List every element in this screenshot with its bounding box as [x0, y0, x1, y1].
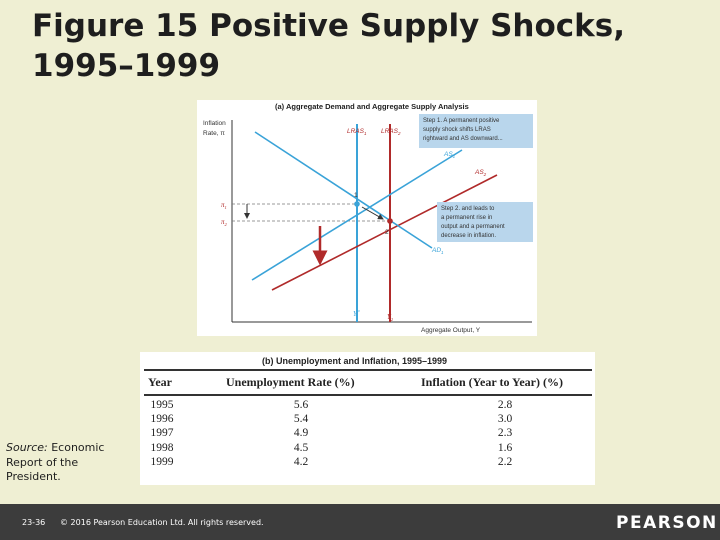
table-cell-inflation: 2.8	[497, 399, 513, 411]
col-header-inflation: Inflation (Year to Year) (%)	[421, 375, 563, 389]
footer-bar: 23-36 © 2016 Pearson Education Ltd. All …	[0, 504, 720, 540]
table-cell-unemployment: 4.9	[293, 427, 309, 440]
source-label: Source:	[6, 441, 48, 454]
col-header-unemployment: Unemployment Rate (%)	[226, 375, 355, 389]
table-cell-year: 1996	[150, 413, 174, 426]
slide-number: 23-36	[22, 518, 46, 527]
table-cell-year: 1997	[150, 427, 174, 440]
step2-callout-text: Step 2. and leads to a permanent rise in…	[441, 206, 506, 239]
table-cell-unemployment: 4.5	[293, 441, 309, 454]
table-cell-inflation: 1.6	[497, 441, 513, 454]
as2-label: AS2	[474, 169, 487, 177]
source-text: Economic Report of the President.	[6, 441, 105, 483]
step2-callout	[437, 202, 533, 242]
as1-curve	[251, 149, 463, 281]
ad1-curve	[254, 131, 433, 249]
x-axis-label: Aggregate Output, Y	[421, 327, 481, 334]
ad-as-diagram-panel: (a) Aggregate Demand and Aggregate Suppl…	[197, 100, 537, 336]
y2-tick-label: Y2	[387, 313, 394, 322]
pearson-logo: PEARSON	[616, 513, 718, 533]
col-header-year: Year	[148, 375, 172, 389]
table-cell-inflation: 2.2	[497, 455, 513, 468]
unemployment-inflation-table-panel: (b) Unemployment and Inflation, 1995–199…	[140, 352, 595, 485]
equilibrium-move-arrow	[361, 206, 384, 220]
y-axis-label-line2: Rate, π	[203, 130, 225, 137]
as2-curve	[271, 174, 498, 291]
table-cell-unemployment: 5.6	[293, 399, 309, 411]
lras2-label: LRAS2	[381, 128, 401, 136]
table-cell-unemployment: 4.2	[293, 455, 309, 468]
table-cell-unemployment: 5.4	[293, 413, 309, 426]
source-note: Source: Economic Report of the President…	[6, 441, 106, 485]
table-header-rule	[144, 394, 592, 396]
pi2-tick-label: π2	[221, 218, 228, 227]
table-cell-year: 1995	[150, 399, 174, 411]
panel-b-title: (b) Unemployment and Inflation, 1995–199…	[262, 356, 448, 366]
panel-a-title: (a) Aggregate Demand and Aggregate Suppl…	[275, 102, 469, 111]
slide-title: Figure 15 Positive Supply Shocks, 1995–1…	[32, 8, 625, 84]
table-cell-year: 1999	[150, 455, 174, 468]
y1-tick-label: YP	[353, 309, 360, 318]
table-cell-inflation: 3.0	[497, 413, 513, 426]
pi1-tick-label: π1	[221, 201, 227, 210]
step1-callout-text: Step 1. A permanent positive supply shoc…	[423, 118, 503, 142]
y-axis-label-line1: Inflation	[203, 120, 226, 127]
equilibrium-point-1	[354, 201, 360, 207]
table-cell-inflation: 2.3	[497, 427, 513, 440]
ad1-label: AD1	[431, 247, 444, 255]
table-top-rule	[144, 369, 592, 371]
ad-as-diagram: (a) Aggregate Demand and Aggregate Suppl…	[203, 102, 533, 334]
point-1-label: 1	[354, 192, 358, 199]
lras1-label: LRAS1	[347, 128, 367, 136]
step1-callout	[419, 114, 533, 148]
point-2-label: 2	[385, 229, 389, 236]
table-cell-year: 1998	[150, 441, 174, 454]
equilibrium-point-2	[387, 218, 393, 224]
copyright-notice: © 2016 Pearson Education Ltd. All rights…	[60, 518, 264, 527]
as1-label: AS1	[443, 151, 456, 159]
